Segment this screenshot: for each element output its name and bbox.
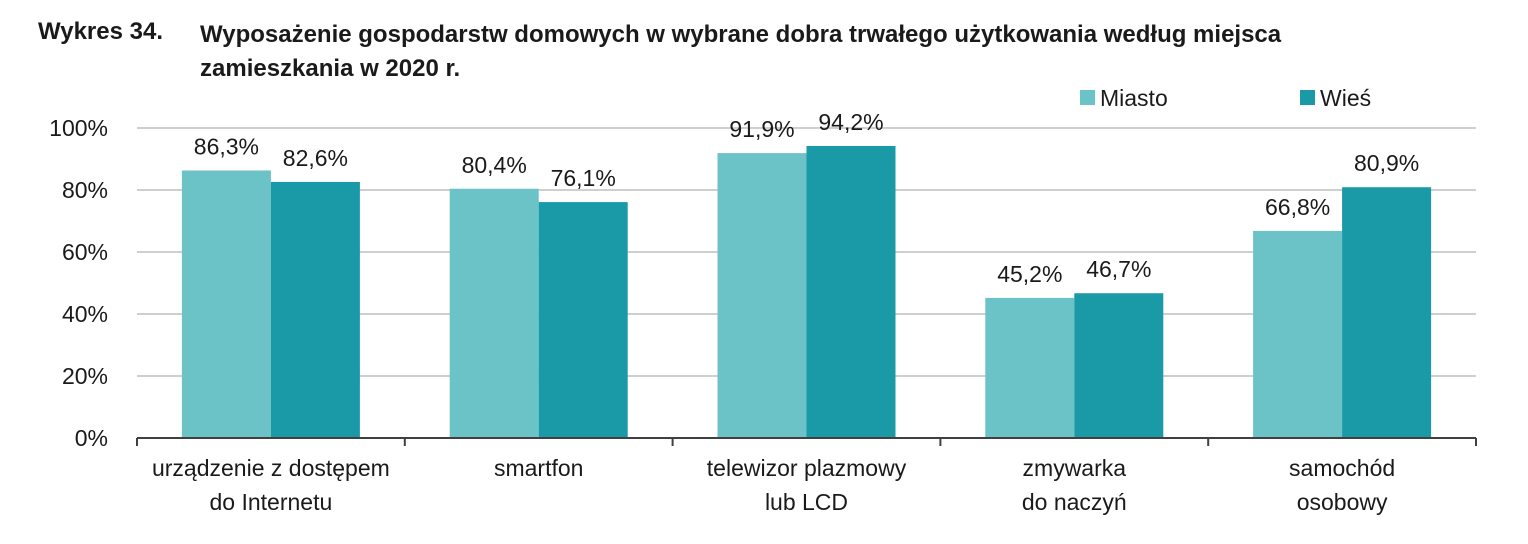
x-category-label: do Internetu <box>210 489 333 515</box>
bar-miasto <box>449 188 539 438</box>
bar-wieś <box>806 145 896 439</box>
data-label: 86,3% <box>194 133 259 159</box>
chart-title: Wyposażenie gospodarstw domowych w wybra… <box>200 21 1282 82</box>
data-label: 80,9% <box>1354 150 1419 176</box>
figure-number: Wykres 34. <box>38 18 163 45</box>
legend-swatch-miasto <box>1080 90 1095 105</box>
y-tick-label: 100% <box>49 115 108 141</box>
data-label: 45,2% <box>997 261 1062 287</box>
data-label: 66,8% <box>1265 194 1330 220</box>
bar-miasto <box>717 153 807 439</box>
bar-miasto <box>181 170 271 438</box>
x-category-label: osobowy <box>1297 489 1388 515</box>
y-tick-label: 80% <box>62 177 108 203</box>
data-label: 82,6% <box>283 145 348 171</box>
legend-swatch-wieś <box>1300 90 1315 105</box>
data-label: 91,9% <box>729 116 794 142</box>
data-label: 76,1% <box>551 165 616 191</box>
y-tick-label: 0% <box>75 425 108 451</box>
y-tick-label: 40% <box>62 301 108 327</box>
x-category-label: urządzenie z dostępem <box>152 455 390 481</box>
data-label: 80,4% <box>462 152 527 178</box>
legend-label: Miasto <box>1100 85 1168 111</box>
bar-wieś <box>538 202 628 438</box>
x-category-label: zmywarka <box>1023 455 1127 481</box>
x-category-label: samochód <box>1289 455 1395 481</box>
y-tick-label: 60% <box>62 239 108 265</box>
bar-miasto <box>1253 230 1343 438</box>
y-tick-label: 20% <box>62 363 108 389</box>
data-label: 46,7% <box>1086 256 1151 282</box>
bar-wieś <box>270 181 360 438</box>
bar-wieś <box>1074 293 1164 438</box>
x-category-label: telewizor plazmowy <box>707 455 907 481</box>
x-category-label: do naczyń <box>1022 489 1127 515</box>
x-category-label: lub LCD <box>765 489 848 515</box>
bar-miasto <box>985 297 1075 438</box>
bar-wieś <box>1342 187 1432 438</box>
legend-label: Wieś <box>1320 85 1371 111</box>
x-category-label: smartfon <box>494 455 583 481</box>
data-label: 94,2% <box>818 109 883 135</box>
